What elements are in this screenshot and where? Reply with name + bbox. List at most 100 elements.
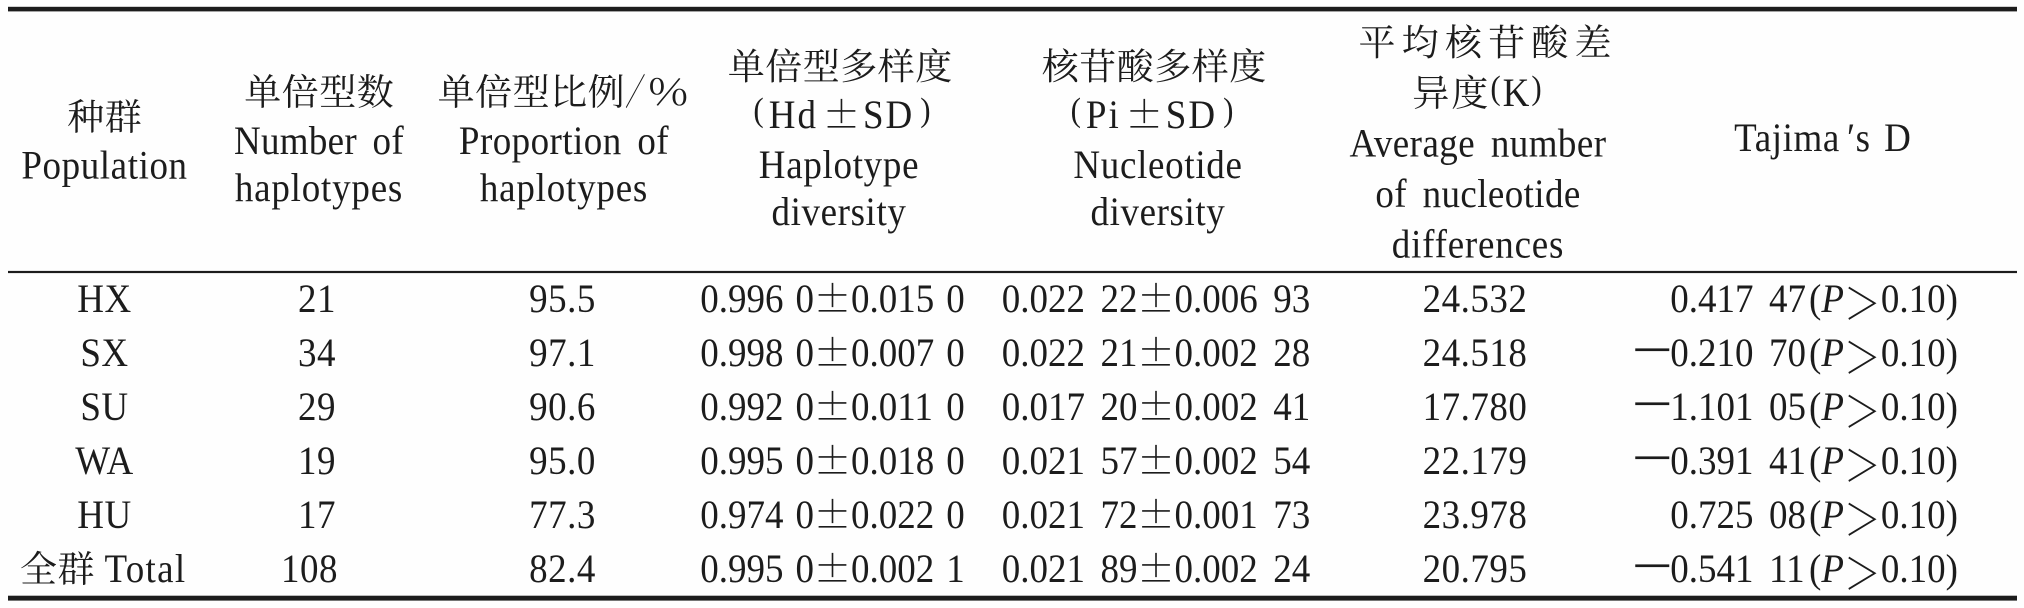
svg-text:0.10: 0.10 — [1881, 548, 1946, 592]
svg-text:0.992: 0.992 — [700, 386, 783, 430]
svg-text:89: 89 — [1100, 548, 1137, 592]
svg-text:57: 57 — [1100, 440, 1137, 484]
svg-text:K: K — [1503, 72, 1530, 116]
svg-text:20.795: 20.795 — [1423, 548, 1528, 592]
svg-text:0.018: 0.018 — [851, 440, 934, 484]
svg-text:0.998: 0.998 — [700, 332, 783, 376]
svg-text:0.417: 0.417 — [1670, 278, 1753, 322]
svg-text:0.996: 0.996 — [700, 278, 783, 322]
svg-text:0: 0 — [795, 440, 813, 484]
svg-text:′s: ′s — [1847, 117, 1871, 161]
svg-text:differences: differences — [1392, 223, 1564, 267]
svg-text:0.391: 0.391 — [1670, 440, 1753, 484]
svg-text:95.0: 95.0 — [529, 440, 596, 484]
svg-text:): ) — [1946, 548, 1958, 592]
svg-text:0.541: 0.541 — [1670, 548, 1753, 592]
svg-text:0.021: 0.021 — [1002, 548, 1085, 592]
svg-text:Haplotype: Haplotype — [759, 144, 919, 188]
svg-text:1: 1 — [946, 548, 964, 592]
svg-text:0.001: 0.001 — [1175, 494, 1258, 538]
svg-text:24: 24 — [1273, 548, 1310, 592]
svg-text:(: ( — [1809, 548, 1821, 592]
svg-text:P: P — [1820, 548, 1844, 592]
svg-text:24.518: 24.518 — [1423, 332, 1528, 376]
svg-text:0.002: 0.002 — [1175, 332, 1258, 376]
svg-text:SU: SU — [80, 386, 128, 430]
svg-text:22: 22 — [1100, 278, 1137, 322]
svg-text:95.5: 95.5 — [529, 278, 596, 322]
svg-text:41: 41 — [1273, 386, 1310, 430]
svg-text:): ) — [1946, 332, 1958, 376]
svg-text:97.1: 97.1 — [529, 332, 596, 376]
svg-text:): ) — [1946, 386, 1958, 430]
svg-text:0.10: 0.10 — [1881, 386, 1946, 430]
svg-text:0: 0 — [946, 440, 964, 484]
svg-text:0.002: 0.002 — [1175, 548, 1258, 592]
svg-text:73: 73 — [1273, 494, 1310, 538]
svg-text:(: ( — [1071, 91, 1081, 128]
svg-text:1.101: 1.101 — [1670, 386, 1753, 430]
svg-text:SD: SD — [863, 94, 914, 138]
svg-text:0: 0 — [795, 386, 813, 430]
svg-text:0: 0 — [795, 548, 813, 592]
svg-text:34: 34 — [298, 332, 336, 376]
svg-text:Total: Total — [104, 548, 186, 592]
svg-text:41: 41 — [1769, 440, 1806, 484]
svg-text:Population: Population — [21, 144, 187, 188]
svg-text:): ) — [1946, 278, 1958, 322]
svg-text:08: 08 — [1769, 494, 1806, 538]
svg-text:): ) — [1946, 494, 1958, 538]
svg-text:(: ( — [1809, 278, 1821, 322]
svg-text:0: 0 — [795, 332, 813, 376]
svg-text:Tajima: Tajima — [1734, 117, 1840, 161]
svg-text:Average number: Average number — [1349, 122, 1606, 166]
svg-text:0.002: 0.002 — [1175, 386, 1258, 430]
svg-text:0.10: 0.10 — [1881, 332, 1946, 376]
svg-text:17.780: 17.780 — [1423, 386, 1528, 430]
svg-text:(: ( — [1809, 386, 1821, 430]
svg-text:90.6: 90.6 — [529, 386, 596, 430]
svg-text:0.10: 0.10 — [1881, 440, 1946, 484]
svg-text:0.995: 0.995 — [700, 548, 783, 592]
svg-text:(: ( — [1809, 440, 1821, 484]
svg-text:0.015: 0.015 — [851, 278, 934, 322]
svg-text:0.10: 0.10 — [1881, 278, 1946, 322]
svg-text:P: P — [1820, 386, 1844, 430]
svg-text:HX: HX — [77, 278, 131, 322]
svg-text:SD: SD — [1166, 94, 1217, 138]
svg-text:P: P — [1820, 332, 1844, 376]
svg-text:diversity: diversity — [772, 191, 907, 235]
svg-text:108: 108 — [281, 548, 338, 592]
svg-text:haplotypes: haplotypes — [480, 167, 648, 211]
svg-text:0.210: 0.210 — [1670, 332, 1753, 376]
svg-text:(: ( — [753, 91, 763, 128]
svg-text:0.022: 0.022 — [1002, 332, 1085, 376]
svg-text:0.995: 0.995 — [700, 440, 783, 484]
svg-text:72: 72 — [1100, 494, 1137, 538]
svg-text:0.002: 0.002 — [1175, 440, 1258, 484]
svg-text:0.021: 0.021 — [1002, 440, 1085, 484]
svg-text:): ) — [1223, 91, 1233, 128]
svg-text:82.4: 82.4 — [529, 548, 596, 592]
svg-text:24.532: 24.532 — [1423, 278, 1528, 322]
svg-text:29: 29 — [298, 386, 336, 430]
svg-text:haplotypes: haplotypes — [235, 167, 403, 211]
svg-text:28: 28 — [1273, 332, 1310, 376]
svg-text:(: ( — [1809, 332, 1821, 376]
svg-text:Hd: Hd — [769, 94, 818, 138]
svg-text:21: 21 — [1100, 332, 1137, 376]
svg-text:77.3: 77.3 — [529, 494, 596, 538]
svg-text:(: ( — [1809, 494, 1821, 538]
svg-text:93: 93 — [1273, 278, 1310, 322]
svg-text:0.725: 0.725 — [1670, 494, 1753, 538]
svg-text:0: 0 — [946, 332, 964, 376]
svg-text:(: ( — [1490, 69, 1500, 106]
svg-text:47: 47 — [1769, 278, 1806, 322]
svg-text:19: 19 — [298, 440, 336, 484]
svg-text:HU: HU — [77, 494, 131, 538]
svg-text:0.974: 0.974 — [700, 494, 783, 538]
svg-text:0.011: 0.011 — [851, 386, 933, 430]
svg-text:70: 70 — [1769, 332, 1806, 376]
svg-text:0: 0 — [795, 278, 813, 322]
svg-text:diversity: diversity — [1091, 191, 1226, 235]
